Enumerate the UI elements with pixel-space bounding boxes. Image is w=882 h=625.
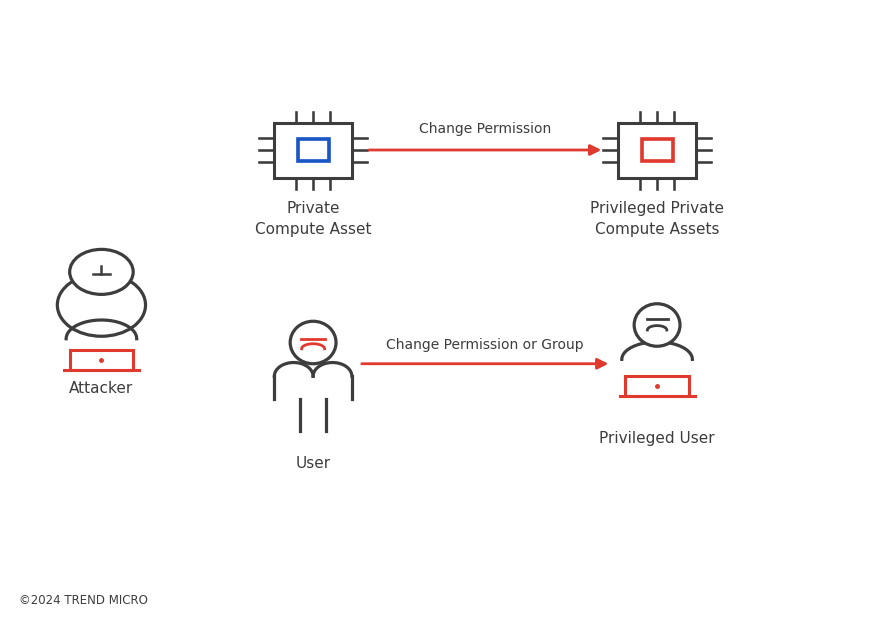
Text: Privileged User: Privileged User (599, 431, 715, 446)
Circle shape (70, 249, 133, 294)
Text: Privileged Private
Compute Assets: Privileged Private Compute Assets (590, 201, 724, 238)
Ellipse shape (290, 321, 336, 364)
Bar (641, 139, 673, 161)
Text: Attacker: Attacker (70, 381, 133, 396)
Bar (618, 122, 696, 177)
Bar (274, 122, 352, 177)
Ellipse shape (634, 304, 680, 346)
Bar (297, 139, 329, 161)
Text: User: User (295, 456, 331, 471)
Bar (625, 376, 689, 396)
Text: Change Permission: Change Permission (419, 122, 551, 136)
Text: ©2024 TREND MICRO: ©2024 TREND MICRO (19, 594, 148, 608)
Circle shape (57, 274, 146, 336)
Text: Private
Compute Asset: Private Compute Asset (255, 201, 371, 238)
Bar (70, 350, 133, 370)
Text: Change Permission or Group: Change Permission or Group (386, 339, 584, 352)
